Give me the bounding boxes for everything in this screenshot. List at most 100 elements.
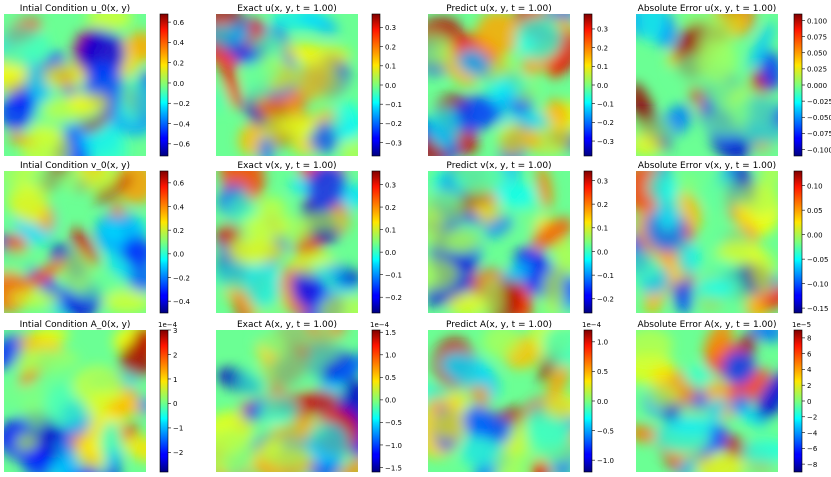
colorbar-tick-label: 0 (807, 398, 811, 406)
colorbar-tick-label: −4 (807, 429, 818, 437)
colorbar (583, 13, 593, 157)
colorbar-tick-label: 0.3 (597, 177, 608, 185)
colorbar (793, 170, 803, 314)
panel-title: Intial Condition A_0(x, y) (20, 320, 131, 330)
heatmap-field (636, 171, 778, 313)
colorbar-tick-label: 0.05 (807, 207, 823, 215)
colorbar-tick-label: 0.0 (385, 397, 396, 405)
colorbar-tick-label: 0.0 (597, 398, 608, 406)
colorbar (371, 170, 381, 314)
panel-title: Predict A(x, y, t = 1.00) (446, 320, 552, 330)
colorbar-tick-label: 0.0 (597, 82, 608, 90)
heatmap-field (216, 171, 358, 313)
panel-title: Absolute Error v(x, y, t = 1.00) (638, 161, 776, 171)
colorbar-tick-label: 0.10 (807, 182, 823, 190)
colorbar-tick-label: 0.4 (173, 203, 185, 211)
colorbar-tick-label: −0.1 (597, 272, 614, 280)
colorbar-tick-label: −0.5 (385, 419, 402, 427)
colorbar-tick-label: 1.0 (385, 352, 396, 360)
colorbar-tick-label: −0.4 (173, 120, 191, 128)
colorbar (793, 13, 803, 157)
colorbar-tick-label: 0.3 (385, 24, 396, 32)
colorbar-tick-label: 0.00 (807, 231, 823, 239)
colorbar-tick-label: −0.1 (597, 100, 614, 108)
colorbar-scale-note: 1e−4 (158, 321, 178, 329)
colorbar-tick-label: −2 (173, 449, 183, 457)
colorbar-tick-label: 0.1 (597, 63, 608, 71)
heatmap-field (428, 330, 570, 472)
colorbar-tick-label: −0.1 (385, 101, 402, 109)
colorbar-tick-label: −0.050 (807, 114, 831, 122)
colorbar-tick-label: 0.025 (807, 66, 827, 74)
colorbar-tick-label: −0.2 (385, 294, 402, 302)
colorbar-tick-label: 1.0 (597, 339, 608, 347)
colorbar (583, 170, 593, 314)
panel-title: Absolute Error u(x, y, t = 1.00) (638, 4, 777, 14)
colorbar-tick-label: −6 (807, 445, 818, 453)
colorbar-tick-label: 0.2 (597, 201, 608, 209)
colorbar-tick-label: −2 (807, 414, 817, 422)
colorbar-scale-note: 1e−4 (370, 321, 390, 329)
colorbar-tick-label: 0.5 (385, 374, 396, 382)
colorbar-tick-label: −0.075 (807, 130, 831, 138)
colorbar-tick-label: 0.0 (385, 249, 396, 257)
colorbar-tick-label: −0.3 (385, 139, 402, 147)
panel-title: Exact u(x, y, t = 1.00) (237, 4, 337, 14)
colorbar-tick-label: 0.2 (173, 227, 184, 235)
colorbar-tick-label: −1 (173, 425, 183, 433)
colorbar-scale-note: 1e−4 (582, 321, 602, 329)
panel-title: Intial Condition u_0(x, y) (20, 4, 130, 14)
colorbar-tick-label: −0.15 (807, 305, 828, 313)
colorbar-tick-label: 0.2 (597, 44, 608, 52)
colorbar-tick-label: −0.2 (173, 100, 190, 108)
colorbar-tick-label: −0.1 (385, 271, 402, 279)
colorbar-tick-label: −0.2 (173, 274, 190, 282)
colorbar-tick-label: 0.2 (385, 204, 396, 212)
colorbar-tick-label: 1.5 (385, 329, 396, 337)
panel-title: Intial Condition v_0(x, y) (20, 161, 130, 171)
panel-title: Exact v(x, y, t = 1.00) (237, 161, 336, 171)
colorbar-tick-label: 0.3 (597, 26, 608, 34)
colorbar-tick-label: 0.5 (597, 368, 608, 376)
colorbar-tick-label: 0.1 (597, 225, 608, 233)
heatmap-field (216, 14, 358, 156)
panel-title: Absolute Error A(x, y, t = 1.00) (637, 320, 776, 330)
heatmap-field (636, 14, 778, 156)
colorbar-tick-label: 0.2 (173, 59, 184, 67)
colorbar-tick-label: −0.2 (597, 119, 614, 127)
colorbar-tick-label: 0.2 (385, 43, 396, 51)
colorbar-tick-label: 6 (807, 350, 812, 358)
colorbar-tick-label: −0.2 (597, 296, 614, 304)
colorbar-tick-label: −0.5 (597, 427, 614, 435)
heatmap-field (636, 330, 778, 472)
colorbar-tick-label: 0.0 (173, 251, 184, 259)
colorbar (159, 13, 169, 157)
colorbar (159, 329, 169, 473)
colorbar-tick-label: −8 (807, 461, 817, 469)
colorbar-tick-label: 0.050 (807, 50, 827, 58)
colorbar-scale-note: 1e−5 (792, 321, 811, 329)
heatmap-field (4, 14, 146, 156)
colorbar-tick-label: −1.5 (385, 464, 402, 472)
colorbar-tick-label: −1.0 (385, 442, 402, 450)
colorbar-tick-label: −0.10 (807, 280, 828, 288)
heatmap-field (4, 330, 146, 472)
panel-title: Predict v(x, y, t = 1.00) (446, 161, 551, 171)
colorbar-tick-label: 0.000 (807, 82, 827, 90)
colorbar-tick-label: 0.0 (597, 248, 608, 256)
heatmap-field (216, 330, 358, 472)
colorbar-tick-label: 8 (807, 335, 811, 343)
colorbar-tick-label: −0.100 (807, 146, 831, 154)
colorbar-tick-label: 0.100 (807, 17, 827, 25)
colorbar-tick-label: 3 (173, 327, 177, 335)
colorbar-tick-label: 0.0 (173, 80, 184, 88)
heatmap-field (4, 171, 146, 313)
colorbar (371, 329, 381, 473)
colorbar-tick-label: 0.075 (807, 33, 827, 41)
colorbar (159, 170, 169, 314)
colorbar-tick-label: −0.2 (385, 120, 402, 128)
colorbar-tick-label: −0.05 (807, 256, 828, 264)
heatmap-field (428, 171, 570, 313)
colorbar-tick-label: −1.0 (597, 457, 614, 465)
